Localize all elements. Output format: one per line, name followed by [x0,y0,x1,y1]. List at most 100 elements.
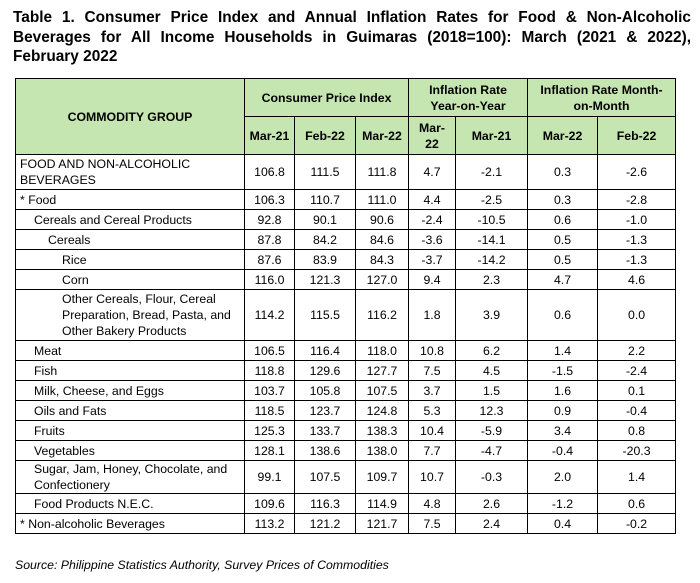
commodity-label: Rice [15,249,245,270]
value-cell: 6.2 [455,340,529,361]
value-cell: 87.8 [244,229,295,250]
value-cell: 0.6 [527,289,599,341]
value-cell: 106.5 [244,340,295,361]
value-cell: 121.2 [294,513,356,534]
value-cell: 106.8 [244,154,295,190]
table-row: Oils and Fats 118.5 123.7 124.8 5.3 12.3 0.9 -0… [15,400,677,421]
value-cell: 124.8 [354,400,410,421]
value-cell: 106.3 [244,189,295,210]
value-cell: 115.5 [294,289,356,341]
commodity-label: Milk, Cheese, and Eggs [15,380,245,401]
header-mom-col: Mar-22 [527,116,599,155]
value-cell: 0.3 [527,189,599,210]
value-cell: 105.8 [294,380,356,401]
value-cell: 84.6 [354,229,410,250]
table-row: Food Products N.E.C. 109.6 116.3 114.9 4.8 2.… [15,493,677,514]
value-cell: 128.1 [244,440,295,461]
value-cell: 0.6 [527,209,599,230]
value-cell: 125.3 [244,420,295,441]
commodity-label: Fish [15,360,245,381]
value-cell: 90.1 [294,209,356,230]
value-cell: 4.5 [455,360,529,381]
table-body: FOOD AND NON-ALCOHOLIC BEVERAGES 106.8 111… [15,154,677,534]
value-cell: 138.0 [354,440,410,461]
commodity-label: Oils and Fats [15,400,245,421]
header-yoy: Inflation Rate Year-on-Year [408,78,529,117]
value-cell: 4.7 [408,154,457,190]
table-row: Cereals 87.8 84.2 84.6 -3.6 -14.1 0.5 -1.3 [15,229,677,250]
table-row: Meat 106.5 116.4 118.0 10.8 6.2 1.4 2.2 [15,340,677,361]
value-cell: 4.6 [597,269,677,290]
table-row: Sugar, Jam, Honey, Chocolate, and Confec… [15,460,677,494]
header-cpi: Consumer Price Index [243,78,410,117]
table-row: Rice 87.6 83.9 84.3 -3.7 -14.2 0.5 -1.3 [15,249,677,270]
value-cell: -20.3 [597,440,677,461]
value-cell: -3.6 [408,229,457,250]
commodity-label: Corn [15,269,245,290]
value-cell: 3.4 [527,420,599,441]
value-cell: 10.8 [408,340,457,361]
cpi-table: COMMODITY GROUP Consumer Price Index Inf… [15,78,677,534]
header-cpi-col: Feb-22 [294,116,356,155]
header-yoy-col: Mar-22 [408,116,457,155]
value-cell: 116.4 [294,340,356,361]
table-title: Table 1. Consumer Price Index and Annual… [13,9,691,66]
value-cell: 7.5 [408,360,457,381]
table-row: Vegetables 128.1 138.6 138.0 7.7 -4.7 -0.4 -20.… [15,440,677,461]
commodity-label: Cereals [15,229,245,250]
value-cell: 0.5 [527,229,599,250]
value-cell: 109.7 [354,460,410,494]
value-cell: 0.6 [597,493,677,514]
commodity-label: Meat [15,340,245,361]
table-row: FOOD AND NON-ALCOHOLIC BEVERAGES 106.8 111… [15,154,677,190]
value-cell: 3.7 [408,380,457,401]
value-cell: 2.0 [527,460,599,494]
value-cell: 123.7 [294,400,356,421]
value-cell: -2.6 [597,154,677,190]
value-cell: 1.6 [527,380,599,401]
value-cell: -10.5 [455,209,529,230]
table-row: * Food 106.3 110.7 111.0 4.4 -2.5 0.3 -2.8 [15,189,677,210]
value-cell: 121.7 [354,513,410,534]
header-yoy-col: Mar-21 [455,116,529,155]
value-cell: -2.4 [597,360,677,381]
table-row: Fruits 125.3 133.7 138.3 10.4 -5.9 3.4 0.8 [15,420,677,441]
header-mom: Inflation Rate Month-on-Month [527,78,677,117]
value-cell: 84.2 [294,229,356,250]
value-cell: 111.8 [354,154,410,190]
value-cell: -1.5 [527,360,599,381]
commodity-label: * Food [15,189,245,210]
value-cell: 103.7 [244,380,295,401]
value-cell: 7.5 [408,513,457,534]
value-cell: 109.6 [244,493,295,514]
header-cpi-col: Mar-21 [244,116,295,155]
value-cell: 1.4 [597,460,677,494]
commodity-label: Cereals and Cereal Products [15,209,245,230]
value-cell: 114.2 [244,289,295,341]
value-cell: 116.3 [294,493,356,514]
commodity-label: Vegetables [15,440,245,461]
source-note: Source: Philippine Statistics Authority,… [15,558,389,572]
value-cell: 107.5 [354,380,410,401]
commodity-label: Food Products N.E.C. [15,493,245,514]
value-cell: 3.9 [455,289,529,341]
value-cell: 118.8 [244,360,295,381]
value-cell: 2.4 [455,513,529,534]
value-cell: 1.8 [408,289,457,341]
value-cell: 133.7 [294,420,356,441]
value-cell: 110.7 [294,189,356,210]
value-cell: 1.5 [455,380,529,401]
value-cell: 111.0 [354,189,410,210]
value-cell: 107.5 [294,460,356,494]
value-cell: 87.6 [244,249,295,270]
value-cell: 116.0 [244,269,295,290]
value-cell: -2.8 [597,189,677,210]
commodity-label: Other Cereals, Flour, Cereal Preparation… [15,289,245,341]
table-row: Fish 118.8 129.6 127.7 7.5 4.5 -1.5 -2.4 [15,360,677,381]
value-cell: -5.9 [455,420,529,441]
header-cpi-col: Mar-22 [354,116,410,155]
value-cell: 2.2 [597,340,677,361]
value-cell: 5.3 [408,400,457,421]
value-cell: 0.5 [527,249,599,270]
value-cell: 4.4 [408,189,457,210]
